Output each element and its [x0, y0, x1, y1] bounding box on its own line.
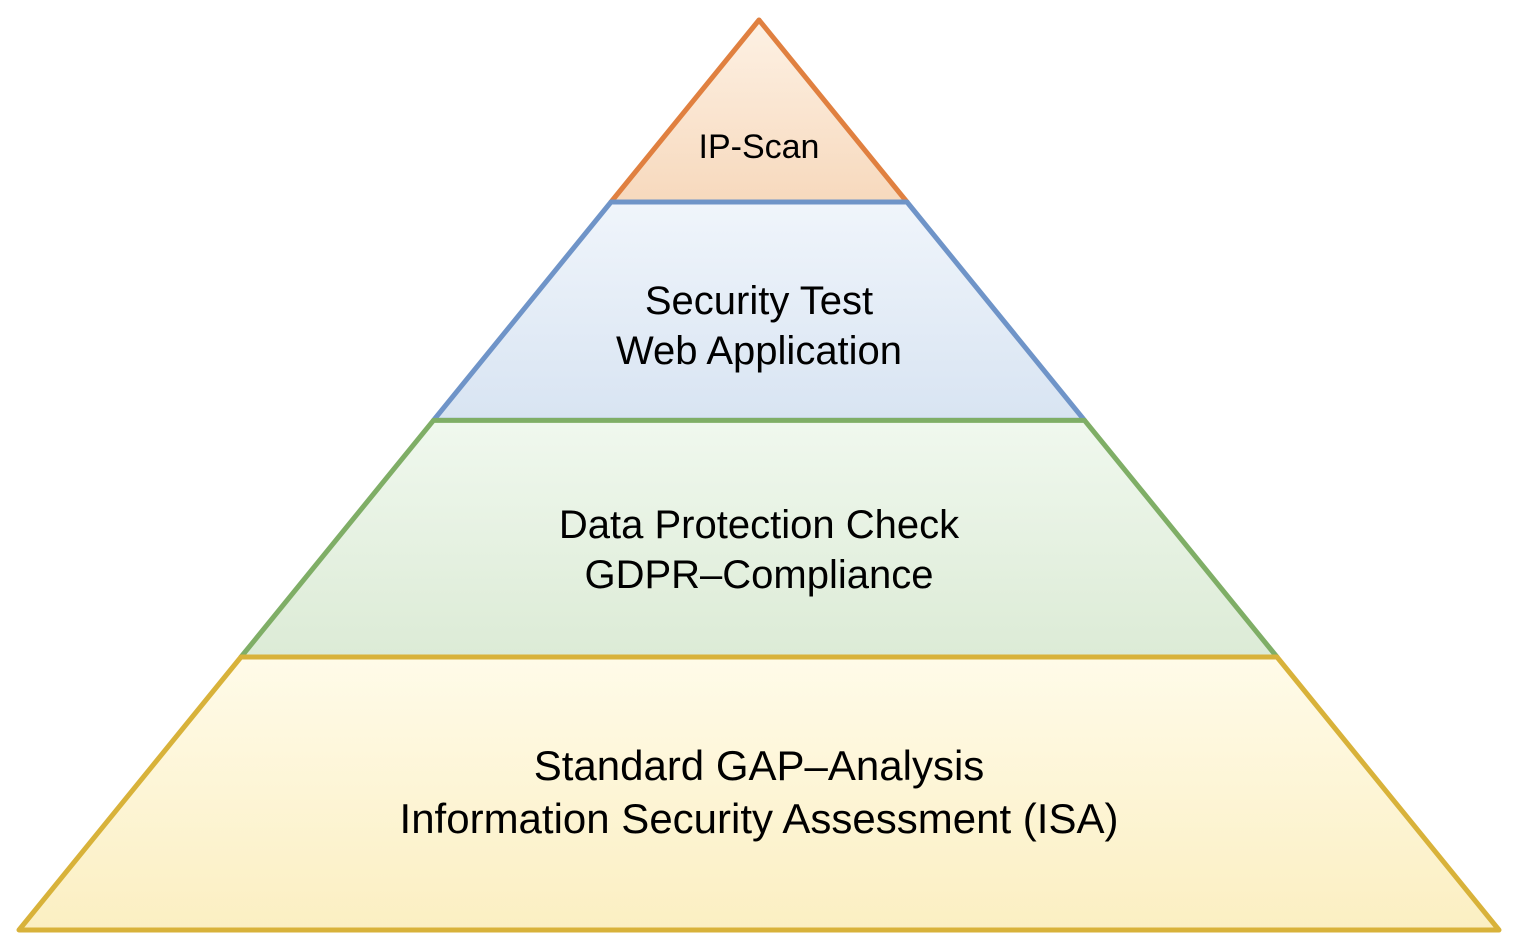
pyramid-svg [0, 0, 1518, 947]
pyramid-layer-l1 [19, 657, 1499, 930]
pyramid-layer-l2 [241, 420, 1277, 657]
pyramid-layer-l4 [611, 20, 907, 202]
pyramid-diagram: IP-ScanSecurity TestWeb ApplicationData … [0, 0, 1518, 947]
pyramid-layer-l3 [433, 202, 1084, 420]
